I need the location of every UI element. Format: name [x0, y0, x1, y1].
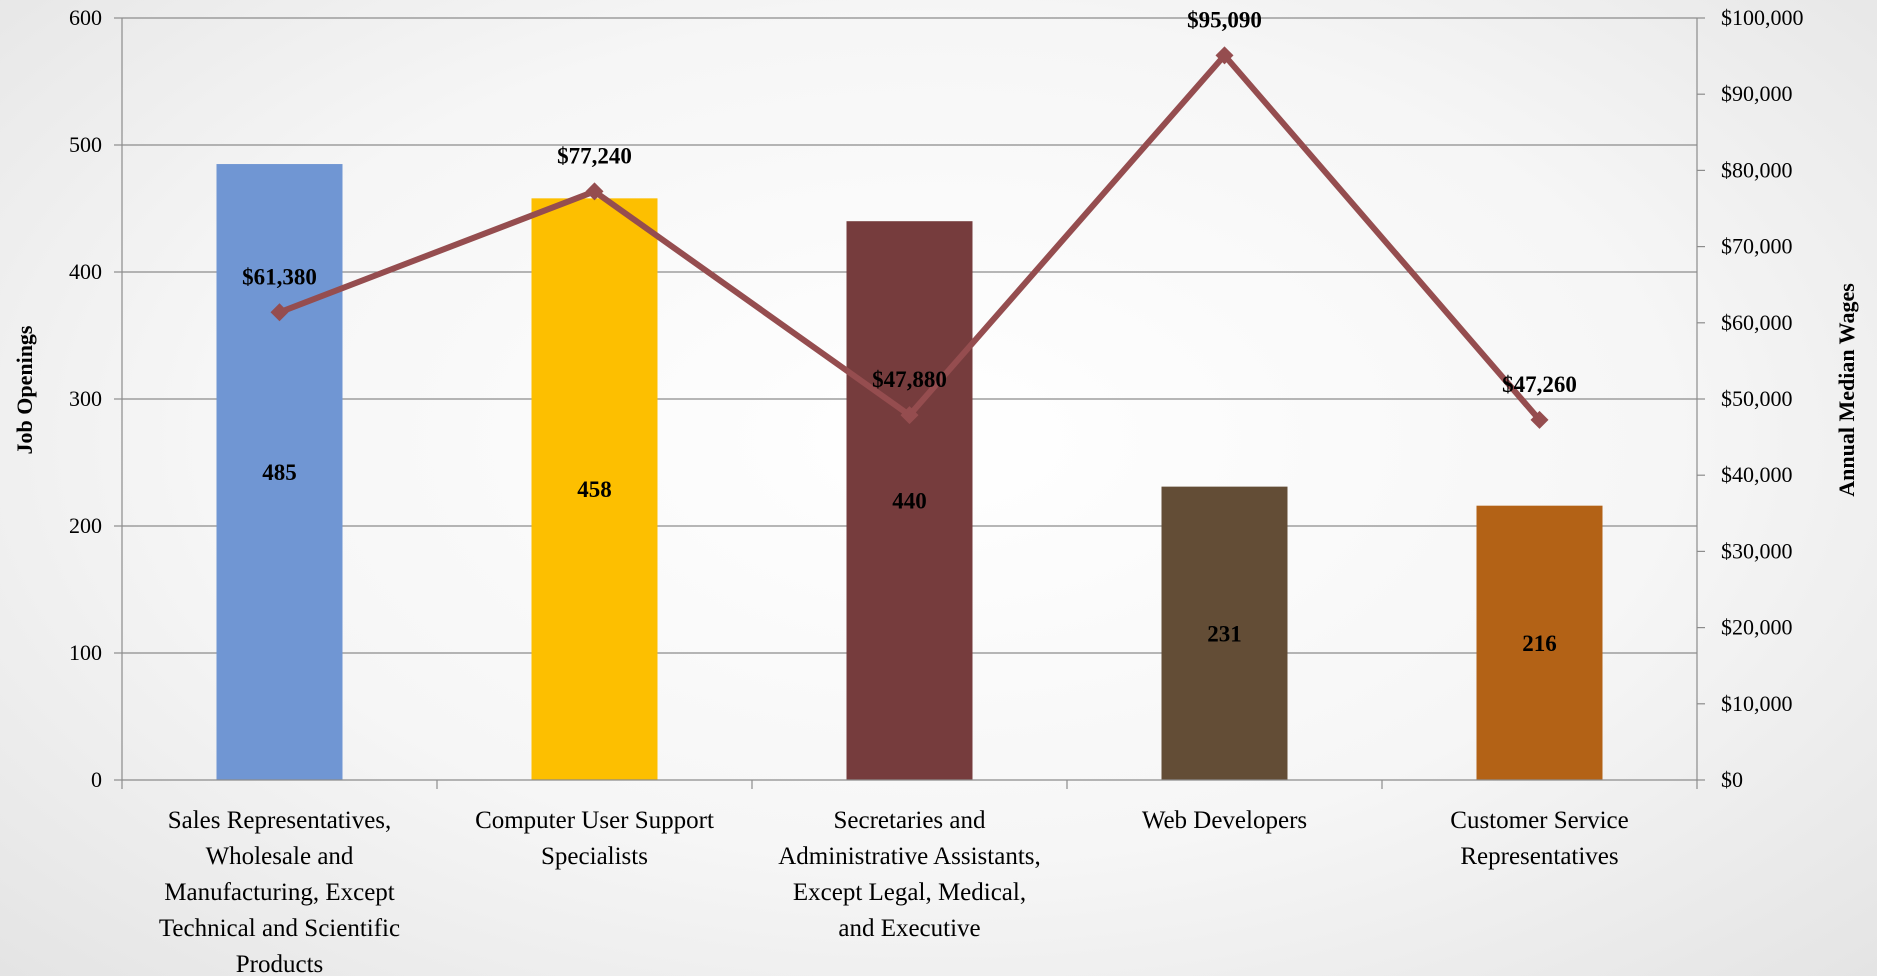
- category-label: Computer User Support Specialists: [475, 807, 714, 870]
- wage-value-label: $47,880: [872, 367, 947, 392]
- y2-tick-label: $70,000: [1721, 234, 1793, 259]
- category-label-line: and Executive: [838, 915, 980, 942]
- wage-value-label: $61,380: [242, 264, 317, 289]
- bars: [216, 164, 1603, 781]
- category-label: Web Developers: [1142, 807, 1307, 834]
- bar: [531, 198, 658, 781]
- category-label: Secretaries and Administrative Assistants…: [778, 807, 1041, 942]
- bar-value-label: 216: [1522, 631, 1557, 656]
- y2-tick-label: $10,000: [1721, 691, 1793, 716]
- y2-tick-label: $60,000: [1721, 310, 1793, 335]
- wage-marker: [1215, 46, 1234, 65]
- y-tick-label: 0: [91, 767, 102, 792]
- wage-value-label: $95,090: [1187, 7, 1262, 32]
- y2-tick-label: $80,000: [1721, 157, 1793, 182]
- category-label-line: Customer Service: [1450, 807, 1628, 834]
- y2-tick-label: $0: [1721, 767, 1743, 792]
- bar: [1161, 486, 1288, 780]
- category-label-line: Web Developers: [1142, 807, 1307, 834]
- wage-marker: [270, 303, 289, 322]
- y2-axis-title: Annual Median Wages: [1834, 283, 1859, 497]
- category-labels: Sales Representatives, Wholesale and Manuf…: [159, 807, 1629, 976]
- wage-marker: [585, 182, 604, 201]
- bar-value-label: 231: [1207, 621, 1242, 646]
- wage-marker: [1530, 410, 1549, 429]
- y-tick-label: 100: [69, 640, 102, 665]
- wage-line: [270, 46, 1549, 429]
- category-label: Sales Representatives, Wholesale and Manuf…: [159, 807, 400, 976]
- y2-tick-label: $50,000: [1721, 386, 1793, 411]
- category-label-line: Computer User Support: [475, 807, 714, 834]
- y-tick-label: 300: [69, 386, 102, 411]
- y2-tick-label: $30,000: [1721, 538, 1793, 563]
- y-tick-label: 500: [69, 132, 102, 157]
- category-label-line: Except Legal, Medical,: [793, 879, 1026, 906]
- category-label-line: Secretaries and: [833, 807, 986, 834]
- category-label-line: Products: [236, 951, 324, 976]
- y2-tick-label: $90,000: [1721, 81, 1793, 106]
- wage-value-label: $47,260: [1502, 372, 1577, 397]
- bar-value-label: 458: [577, 477, 612, 502]
- y2-tick-label: $100,000: [1721, 5, 1804, 30]
- data-labels: 485 458 440 231 216 $61,380 $77,240 $47,880 $95,…: [242, 7, 1577, 655]
- y-tick-label: 400: [69, 259, 102, 284]
- category-label-line: Representatives: [1460, 843, 1618, 870]
- bar: [1476, 505, 1603, 780]
- y-tick-label: 600: [69, 5, 102, 30]
- category-label-line: Specialists: [541, 843, 648, 870]
- y-axis-title: Job Openings: [12, 325, 37, 454]
- wage-value-label: $77,240: [557, 143, 632, 168]
- bar: [216, 164, 343, 781]
- wage-marker: [900, 406, 919, 425]
- y2-tick-label: $40,000: [1721, 462, 1793, 487]
- y2-tick-label: $20,000: [1721, 615, 1793, 640]
- bar-value-label: 440: [892, 489, 927, 514]
- category-label: Customer Service Representatives: [1450, 807, 1628, 870]
- category-label-line: Administrative Assistants,: [778, 843, 1041, 870]
- axes: 0 100 200 300 400 500 600 $0 $10,000 $20,000 $30,0…: [69, 5, 1804, 792]
- bar: [846, 221, 973, 780]
- category-label-line: Manufacturing, Except: [164, 879, 395, 906]
- y-tick-label: 200: [69, 513, 102, 538]
- bar-value-label: 485: [262, 460, 297, 485]
- category-label-line: Wholesale and: [206, 843, 354, 870]
- category-label-line: Technical and Scientific: [159, 915, 400, 942]
- category-label-line: Sales Representatives,: [168, 807, 392, 834]
